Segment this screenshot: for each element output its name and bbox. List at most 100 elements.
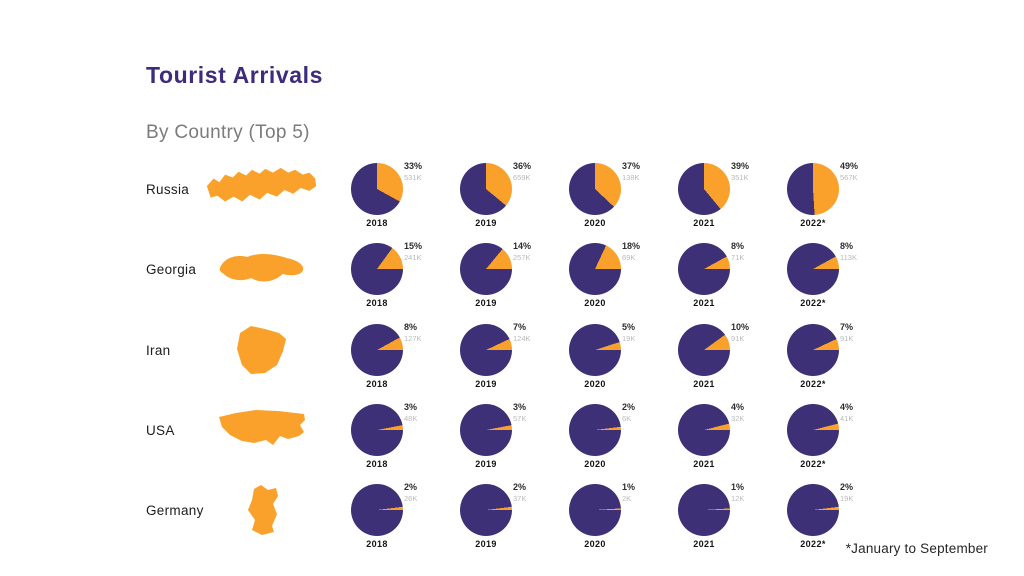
count-label: 57K [513,414,527,423]
count-label: 567K [840,173,858,182]
count-label: 41K [840,414,854,423]
pie-chart-usa-2020 [569,404,621,456]
percent-label: 2% [840,482,854,492]
pie-chart-iran-2022 [787,324,839,376]
pie-cell-iran-2020: 5% 19K 2020 [541,321,649,402]
count-label: 71K [731,253,745,262]
pie-chart-iran-2019 [460,324,512,376]
pie-cell-iran-2019: 7% 124K 2019 [432,321,540,402]
pie-cell-georgia-2018: 15% 241K 2018 [323,240,431,321]
country-row-russia: Russia 33% 531K 2018 36% 659K 2019 37% 138K 2020 3… [0,160,1024,241]
percent-label: 39% [731,161,750,171]
year-label: 2022* [800,539,826,549]
pie-chart-iran-2021 [678,324,730,376]
pie-chart-georgia-2018 [351,243,403,295]
country-row-germany: Germany 2% 26K 2018 2% 37K 2019 1% 2K 2020 1% 12K 20… [0,481,1024,562]
year-label: 2021 [693,539,715,549]
count-label: 659K [513,173,531,182]
pie-chart-russia-2022 [787,163,839,215]
count-label: 69K [622,253,636,262]
year-label: 2021 [693,218,715,228]
count-label: 127K [404,334,422,343]
country-label-usa: USA [146,423,175,438]
pie-cell-georgia-2020: 18% 69K 2020 [541,240,649,321]
pie-cell-germany-2022: 2% 19K 2022* [759,481,867,562]
year-label: 2020 [584,218,606,228]
percent-label: 1% [731,482,745,492]
pie-cell-russia-2020: 37% 138K 2020 [541,160,649,241]
pie-cell-germany-2019: 2% 37K 2019 [432,481,540,562]
pie-cell-germany-2021: 1% 12K 2021 [650,481,758,562]
count-label: 138K [622,173,640,182]
year-label: 2018 [366,459,388,469]
count-label: 19K [840,494,854,503]
pie-cell-germany-2018: 2% 26K 2018 [323,481,431,562]
percent-label: 49% [840,161,859,171]
count-label: 19K [622,334,636,343]
pie-chart-georgia-2021 [678,243,730,295]
percent-label: 10% [731,322,750,332]
pie-cell-usa-2019: 3% 57K 2019 [432,401,540,482]
year-label: 2021 [693,459,715,469]
country-row-iran: Iran 8% 127K 2018 7% 124K 2019 5% 19K 2020 10% 91K 2… [0,321,1024,402]
percent-label: 5% [622,322,636,332]
pie-chart-usa-2019 [460,404,512,456]
count-label: 531K [404,173,422,182]
count-label: 91K [840,334,854,343]
country-row-usa: USA 3% 48K 2018 3% 57K 2019 2% 6K 2020 4% 32K 2021 4%… [0,401,1024,482]
pie-chart-russia-2020 [569,163,621,215]
pie-chart-usa-2018 [351,404,403,456]
count-label: 113K [840,253,857,262]
count-label: 12K [731,494,745,503]
pie-chart-georgia-2020 [569,243,621,295]
pie-cell-iran-2018: 8% 127K 2018 [323,321,431,402]
year-label: 2018 [366,298,388,308]
iran-map-icon [237,326,286,374]
year-label: 2021 [693,298,715,308]
year-label: 2018 [366,218,388,228]
percent-label: 2% [622,402,636,412]
pie-chart-russia-2018 [351,163,403,215]
year-label: 2021 [693,379,715,389]
count-label: 351K [731,173,749,182]
count-label: 124K [513,334,531,343]
year-label: 2020 [584,379,606,389]
percent-label: 7% [513,322,527,332]
country-label-iran: Iran [146,343,171,358]
page-title: Tourist Arrivals [146,62,324,88]
country-label-georgia: Georgia [146,262,197,277]
year-label: 2018 [366,379,388,389]
pie-chart-usa-2021 [678,404,730,456]
percent-label: 36% [513,161,532,171]
count-label: 91K [731,334,745,343]
percent-label: 8% [731,241,745,251]
pie-cell-germany-2020: 1% 2K 2020 [541,481,649,562]
count-label: 37K [513,494,527,503]
percent-label: 4% [731,402,745,412]
count-label: 2K [622,494,632,503]
year-label: 2022* [800,379,826,389]
count-label: 32K [731,414,745,423]
percent-label: 3% [404,402,418,412]
pie-chart-usa-2022 [787,404,839,456]
country-label-germany: Germany [146,503,204,518]
pie-cell-russia-2021: 39% 351K 2021 [650,160,758,241]
pie-chart-germany-2018 [351,484,403,536]
year-label: 2019 [475,218,497,228]
year-label: 2019 [475,539,497,549]
pie-cell-georgia-2019: 14% 257K 2019 [432,240,540,321]
pie-cell-russia-2018: 33% 531K 2018 [323,160,431,241]
usa-map-icon [219,410,305,445]
year-label: 2020 [584,298,606,308]
year-label: 2020 [584,459,606,469]
pie-chart-germany-2022 [787,484,839,536]
pie-cell-usa-2022: 4% 41K 2022* [759,401,867,482]
count-label: 257K [513,253,531,262]
percent-label: 2% [513,482,527,492]
pie-chart-georgia-2019 [460,243,512,295]
percent-label: 3% [513,402,527,412]
pie-cell-iran-2021: 10% 91K 2021 [650,321,758,402]
pie-chart-germany-2021 [678,484,730,536]
percent-label: 18% [622,241,641,251]
